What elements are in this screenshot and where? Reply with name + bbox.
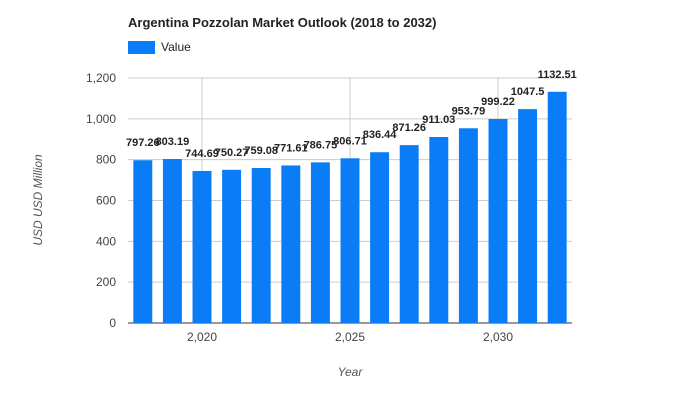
data-label: 744.69: [185, 148, 219, 160]
data-label: 803.19: [156, 136, 190, 148]
data-labels: 797.26803.19744.69750.27759.08771.61786.…: [126, 69, 577, 160]
x-tick-label: 2,030: [483, 330, 513, 344]
bar: [399, 145, 419, 323]
bar: [488, 118, 508, 323]
data-label: 806.71: [333, 135, 367, 147]
bar: [162, 159, 182, 323]
data-label: 999.22: [481, 96, 515, 108]
y-tick-label: 600: [96, 194, 116, 208]
x-axis-ticks: 2,020 2,025 2,030: [187, 330, 513, 344]
y-tick-label: 800: [96, 153, 116, 167]
data-label: 1047.5: [511, 86, 545, 98]
bar: [192, 170, 212, 323]
y-axis-ticks: 0 200 400 600 800 1,000 1,200: [86, 71, 116, 330]
data-label: 836.44: [363, 129, 398, 141]
data-label: 953.79: [452, 105, 486, 117]
bar: [340, 158, 360, 323]
bar: [429, 136, 449, 323]
x-axis-title: Year: [338, 365, 364, 379]
data-label: 871.26: [392, 122, 426, 134]
data-label: 1132.51: [538, 69, 577, 81]
chart-title: Argentina Pozzolan Market Outlook (2018 …: [128, 15, 437, 30]
bar: [251, 168, 271, 323]
legend: Value: [128, 40, 191, 54]
data-label: 797.26: [126, 137, 160, 149]
data-label: 786.75: [304, 139, 338, 151]
bar: [222, 169, 242, 323]
bar: [133, 160, 153, 323]
y-tick-label: 0: [109, 316, 116, 330]
bar: [547, 91, 567, 323]
bar: [518, 109, 538, 324]
bar: [370, 152, 390, 323]
data-label: 771.61: [274, 142, 308, 154]
data-label: 911.03: [422, 114, 455, 126]
data-label: 759.08: [244, 145, 278, 157]
y-tick-label: 1,200: [86, 71, 116, 85]
legend-swatch: [128, 40, 155, 54]
bars: [133, 91, 567, 324]
x-tick-label: 2,025: [335, 330, 365, 344]
x-tick-label: 2,020: [187, 330, 217, 344]
bar: [458, 128, 478, 323]
data-label: 750.27: [215, 147, 249, 159]
y-tick-label: 200: [96, 275, 116, 289]
y-tick-label: 400: [96, 234, 116, 248]
y-axis-title: USD USD Million: [31, 154, 45, 246]
bar: [310, 162, 330, 323]
legend-label: Value: [161, 40, 191, 54]
bar: [281, 165, 301, 323]
y-tick-label: 1,000: [86, 112, 116, 126]
